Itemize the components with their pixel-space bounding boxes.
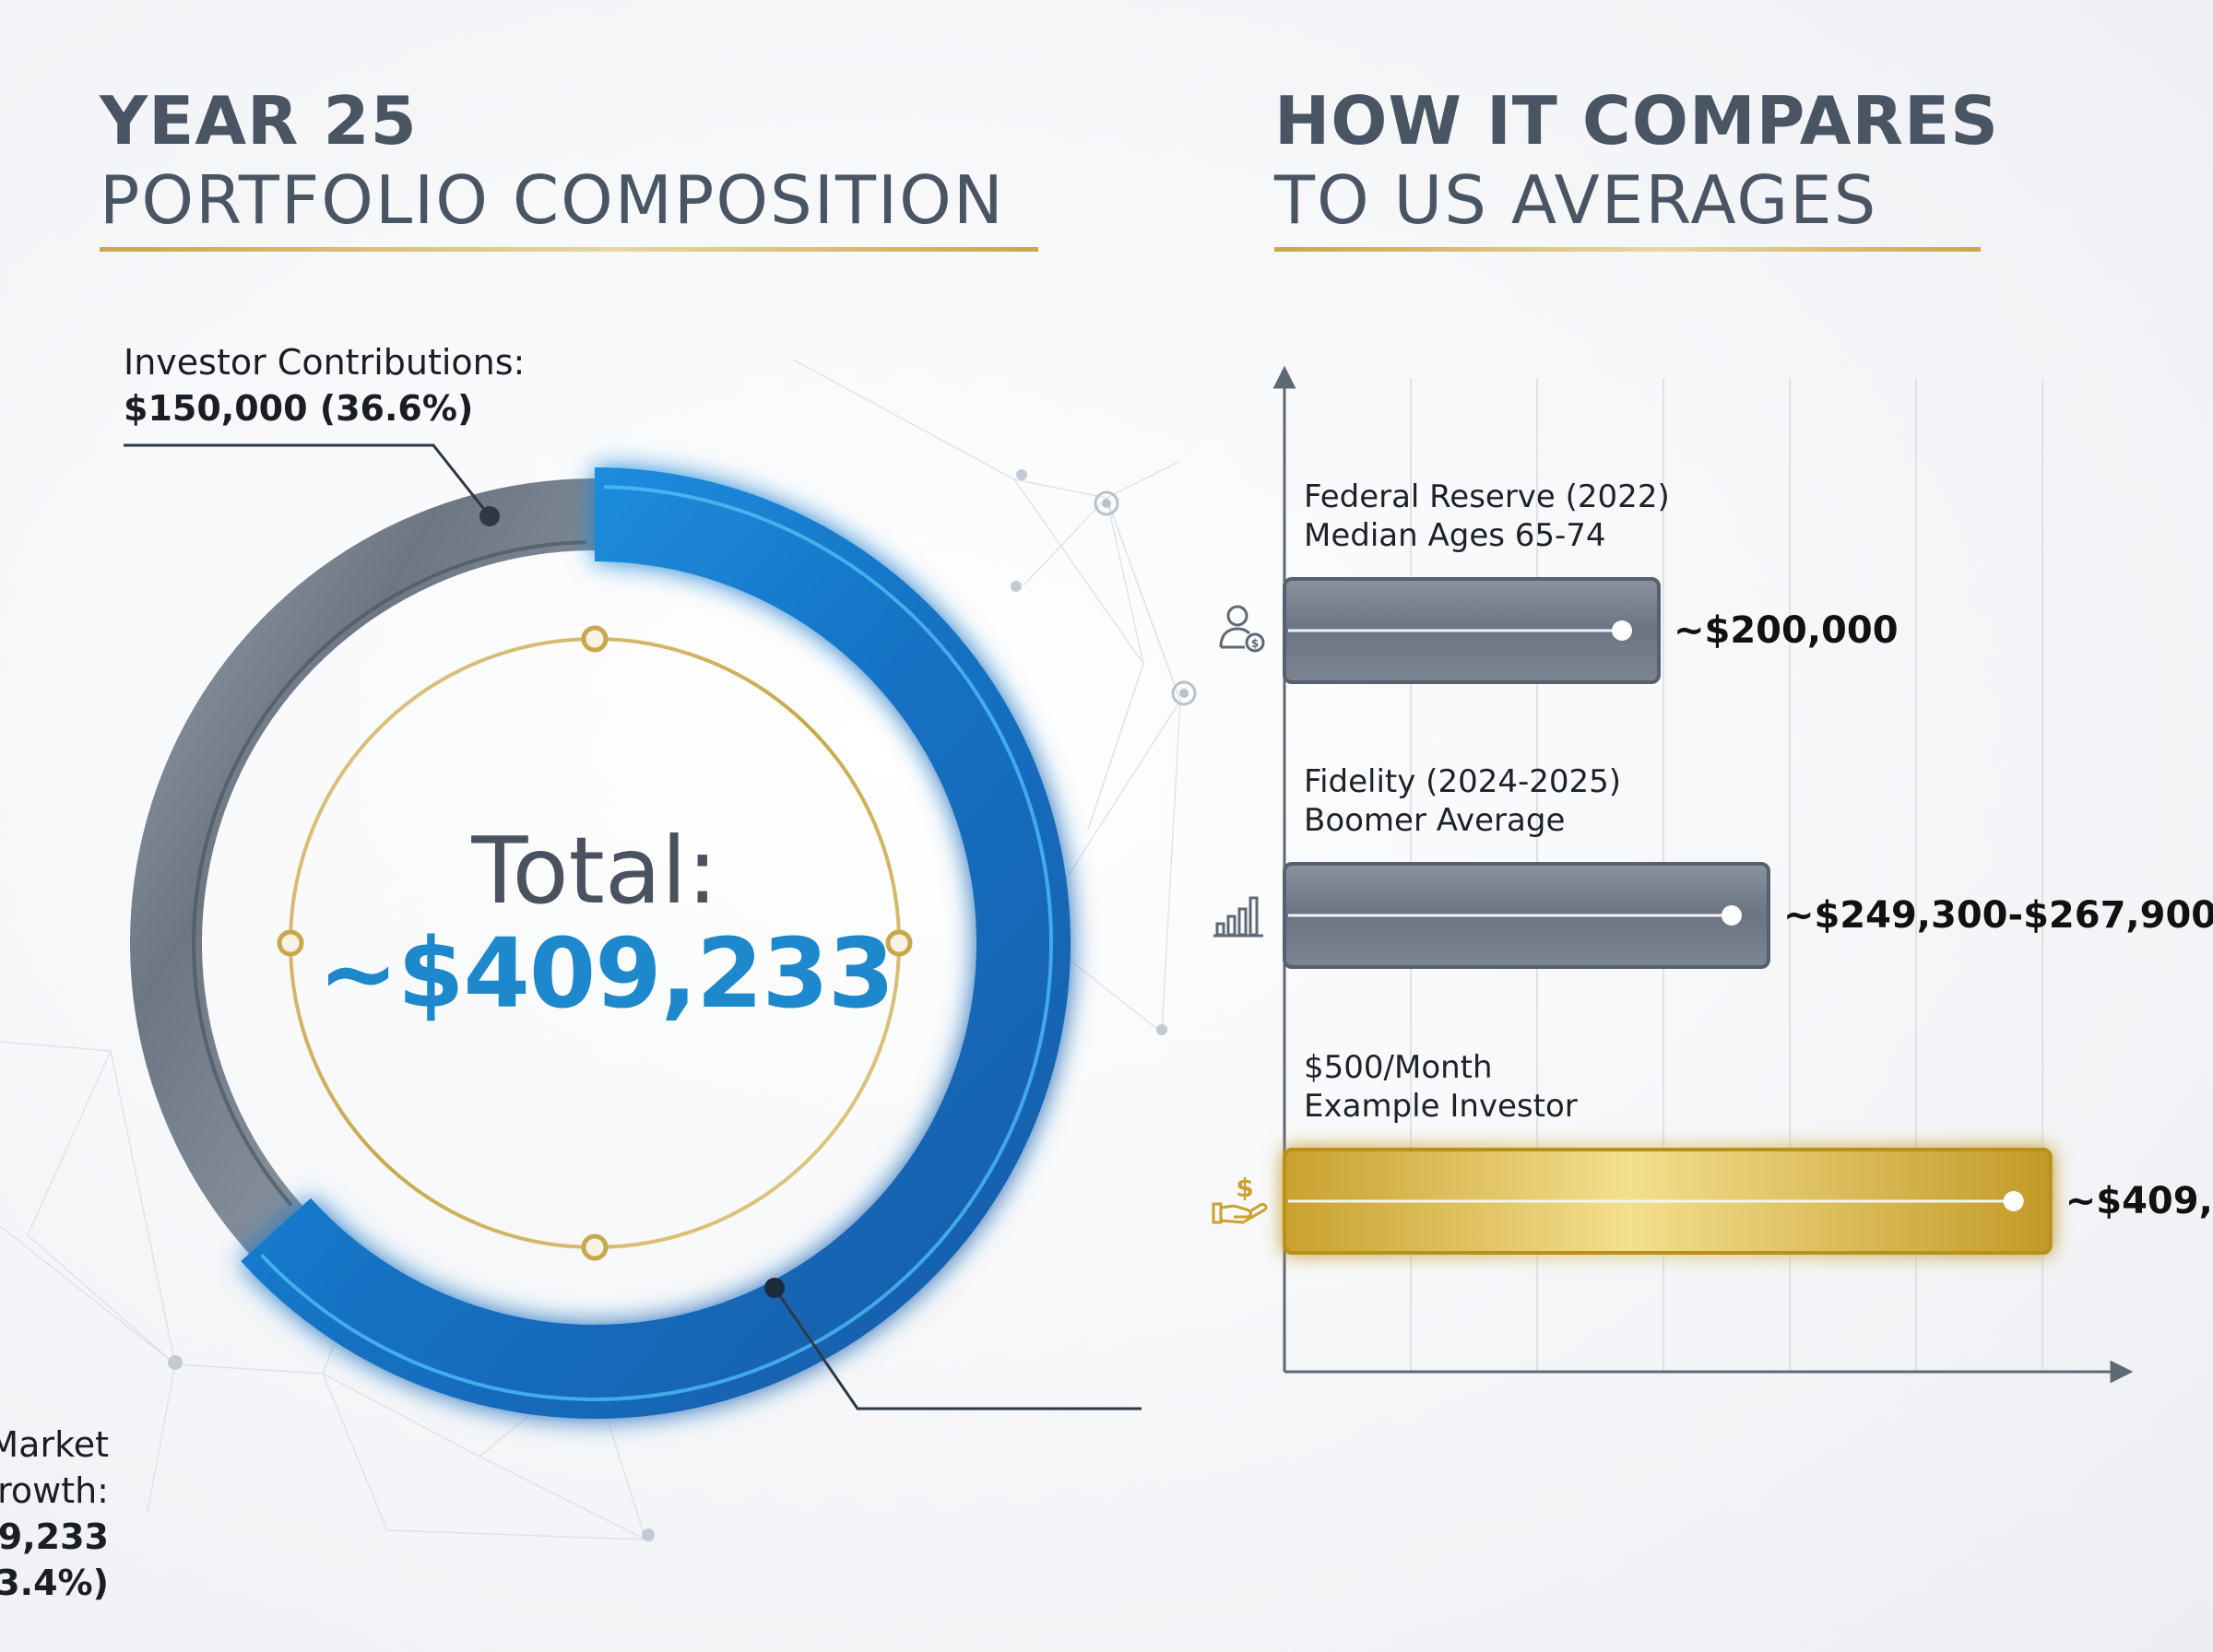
bar-label-0-line1: Federal Reserve (2022) <box>1304 478 1670 515</box>
left-heading-rule <box>100 247 1038 252</box>
left-heading: YEAR 25 PORTFOLIO COMPOSITION <box>100 81 1005 240</box>
growth-name: Market Growth: <box>0 1424 109 1511</box>
bar-1-end-dot <box>1721 905 1742 926</box>
ring-knob-top <box>581 625 609 653</box>
right-heading-rule <box>1274 247 1981 252</box>
right-heading: HOW IT COMPARES TO US AVERAGES <box>1274 81 1999 240</box>
ring-knob-right <box>885 929 913 957</box>
donut-slice-contributions <box>129 478 595 1254</box>
x-axis-arrow <box>2110 1360 2134 1384</box>
svg-text:$: $ <box>1236 1173 1253 1203</box>
bar-chart-icon <box>1213 896 1263 938</box>
bar-value-1: ~$249,300-$267,900 <box>1782 894 2213 937</box>
bar-label-0: Federal Reserve (2022) Median Ages 65-74 <box>1304 478 1670 555</box>
contributions-label: Investor Contributions: $150,000 (36.6%) <box>124 339 525 431</box>
portfolio-donut-chart: Investor Contributions: $150,000 (36.6%)… <box>0 339 1142 1606</box>
bar-label-0-line2: Median Ages 65-74 <box>1304 517 1606 554</box>
growth-leader-dot <box>764 1278 785 1298</box>
bar-label-1-line1: Fidelity (2024-2025) <box>1304 763 1622 800</box>
left-heading-line2: PORTFOLIO COMPOSITION <box>100 161 1005 239</box>
svg-text:$: $ <box>1251 637 1259 650</box>
growth-leader-line <box>773 1287 1142 1410</box>
y-axis-arrow <box>1272 365 1296 389</box>
bar-label-1-line2: Boomer Average <box>1304 802 1566 839</box>
bar-value-0: ~$200,000 <box>1674 609 1899 652</box>
bars-svg <box>1272 365 2134 1384</box>
ring-knob-left <box>277 929 304 957</box>
donut-slice-growth-highlight <box>260 485 1053 1401</box>
donut-slice-growth <box>241 467 1071 1419</box>
ring-knob-bottom <box>581 1233 609 1261</box>
growth-label: Market Growth: ~$259,233 (63.4%) <box>0 1422 109 1606</box>
bar-value-2: ~$409,233 <box>2065 1180 2213 1222</box>
center-total-label: Total: <box>471 817 718 925</box>
bar-2-end-dot <box>2003 1191 2024 1211</box>
hand-dollar-icon: $ <box>1212 1173 1268 1224</box>
center-total-value: ~$409,233 <box>318 917 894 1030</box>
growth-value: ~$259,233 (63.4%) <box>0 1516 109 1603</box>
contributions-value: $150,000 (36.6%) <box>124 388 474 429</box>
bar-label-2-line1: $500/Month <box>1304 1049 1493 1086</box>
donut-slice-contributions-highlight <box>191 540 587 1207</box>
donut-center: Total: ~$409,233 <box>318 817 894 1030</box>
comparison-bar-chart: Federal Reserve (2022) Median Ages 65-74… <box>1180 332 2213 1420</box>
bar-label-1: Fidelity (2024-2025) Boomer Average <box>1304 762 1621 840</box>
bar-label-2-line2: Example Investor <box>1304 1088 1578 1125</box>
person-dollar-icon: $ <box>1219 605 1265 653</box>
left-heading-line1: YEAR 25 <box>100 82 418 159</box>
bar-label-2: $500/Month Example Investor <box>1304 1048 1578 1126</box>
right-heading-line1: HOW IT COMPARES <box>1274 82 1999 159</box>
donut-svg <box>124 443 1142 1419</box>
contributions-name: Investor Contributions: <box>124 342 526 383</box>
contributions-leader-line <box>124 443 491 517</box>
right-heading-line2: TO US AVERAGES <box>1274 161 1878 239</box>
bar-0-end-dot <box>1612 620 1632 641</box>
contributions-leader-dot <box>479 506 500 526</box>
